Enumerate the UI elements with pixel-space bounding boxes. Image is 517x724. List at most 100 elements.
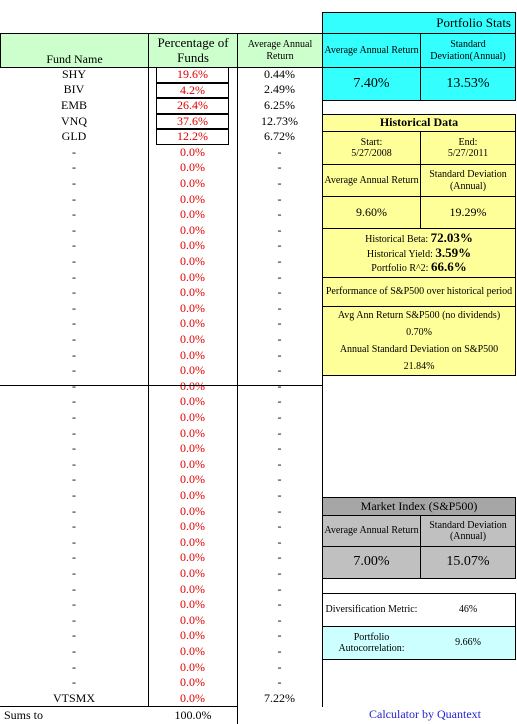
fund-name: -: [72, 519, 76, 534]
fund-percentage: 0.0%: [180, 597, 205, 612]
fund-name: -: [72, 394, 76, 409]
stats-header: Average Annual Return: [322, 33, 421, 68]
metric: Historical Yield: 3.59%: [367, 245, 471, 261]
autocorrelation-box: [322, 626, 516, 660]
fund-percentage: 0.0%: [180, 176, 205, 191]
fund-return: -: [277, 566, 282, 581]
fund-return: -: [277, 425, 282, 440]
fund-name: -: [72, 472, 76, 487]
fund-percentage: 37.6%: [156, 113, 229, 130]
fund-return: -: [277, 612, 282, 627]
end-cell: End: 5/27/2011: [420, 131, 516, 165]
sp-sd: 21.84%: [403, 360, 435, 372]
header-percentage: Percentage of Funds: [148, 33, 238, 68]
fund-percentage: 0.0%: [180, 363, 205, 378]
historical-title: Historical Data: [322, 114, 516, 132]
fund-return: -: [237, 379, 322, 395]
fund-name: -: [72, 316, 76, 331]
market-value: 15.07%: [420, 546, 516, 579]
metric-value: 72.03%: [430, 229, 473, 245]
fund-return: -: [277, 238, 282, 253]
fund-return: 2.49%: [264, 82, 295, 97]
header-fund: Fund Name: [0, 33, 149, 68]
fund-return: 6.25%: [264, 98, 295, 113]
fund-name: -: [72, 332, 76, 347]
historical-header: Standard Deviation (Annual): [420, 164, 516, 197]
fund-name: -: [72, 597, 76, 612]
end-date: 5/27/2011: [447, 148, 489, 159]
fund-percentage: 0.0%: [180, 566, 205, 581]
fund-name: EMB: [60, 98, 87, 113]
fund-percentage: 0.0%: [180, 550, 205, 565]
col-line: [237, 67, 238, 724]
fund-return: 6.72%: [264, 129, 295, 144]
fund-return: -: [277, 410, 282, 425]
fund-name: GLD: [61, 129, 87, 144]
fund-return: -: [277, 222, 282, 237]
fund-name: -: [72, 503, 76, 518]
fund-percentage: 0.0%: [180, 191, 205, 206]
col-line: [322, 67, 323, 707]
fund-percentage: 0.0%: [180, 207, 205, 222]
fund-name: -: [72, 285, 76, 300]
fund-name: -: [72, 254, 76, 269]
fund-name: -: [72, 222, 76, 237]
fund-return: -: [277, 456, 282, 471]
fund-percentage: 0.0%: [180, 488, 205, 503]
sp-sd-label: Annual Standard Deviation on S&P500: [339, 343, 499, 355]
market-header: Standard Deviation (Annual): [420, 515, 516, 547]
fund-return: 12.73%: [261, 113, 298, 128]
fund-return: -: [277, 550, 282, 565]
fund-name: -: [72, 238, 76, 253]
sums-value: 100.0%: [148, 706, 238, 724]
fund-name: -: [72, 347, 76, 362]
fund-percentage: 0.0%: [180, 456, 205, 471]
historical-header: Average Annual Return: [322, 164, 421, 197]
fund-percentage: 0.0%: [180, 285, 205, 300]
fund-name: -: [72, 144, 76, 159]
fund-percentage: 0.0%: [180, 254, 205, 269]
historical-value: 19.29%: [420, 196, 516, 229]
fund-return: -: [277, 581, 282, 596]
fund-return: -: [277, 160, 282, 175]
fund-return: -: [277, 534, 282, 549]
fund-percentage: 0.0%: [180, 503, 205, 518]
stats-header: Standard Deviation(Annual): [420, 33, 516, 68]
fund-name: -: [72, 612, 76, 627]
fund-name: -: [72, 300, 76, 315]
fund-name: -: [72, 441, 76, 456]
fund-percentage: 0.0%: [180, 581, 205, 596]
fund-name: -: [72, 534, 76, 549]
fund-percentage: 0.0%: [180, 690, 205, 705]
start-cell: Start: 5/27/2008: [322, 131, 421, 165]
fund-percentage: 0.0%: [180, 612, 205, 627]
fund-name: -: [72, 191, 76, 206]
col-line: [148, 67, 149, 707]
fund-return: -: [277, 472, 282, 487]
historical-value: 9.60%: [322, 196, 421, 229]
diversification-label: Diversification Metric:: [325, 604, 418, 616]
fund-percentage: 0.0%: [180, 441, 205, 456]
row-line: [0, 385, 323, 386]
metric-label: Historical Beta:: [365, 233, 429, 245]
fund-return: -: [277, 644, 282, 659]
fund-percentage: 12.2%: [156, 129, 229, 145]
fund-percentage: 0.0%: [180, 628, 205, 643]
fund-percentage: 0.0%: [180, 300, 205, 315]
diversification-value: 46%: [458, 604, 478, 616]
metrics: Historical Beta: 72.03% Historical Yield…: [322, 228, 516, 278]
fund-name: -: [72, 207, 76, 222]
fund-name: -: [72, 628, 76, 643]
fund-percentage: 0.0%: [148, 379, 237, 395]
sums-label: Sums to: [0, 706, 148, 724]
market-title: Market Index (S&P500): [322, 497, 516, 516]
fund-name: VTSMX: [52, 690, 95, 705]
fund-percentage: 0.0%: [180, 644, 205, 659]
fund-percentage: 0.0%: [180, 222, 205, 237]
fund-percentage: 0.0%: [180, 472, 205, 487]
fund-percentage: 19.6%: [156, 67, 229, 83]
fund-percentage: 0.0%: [180, 332, 205, 347]
fund-name: -: [72, 581, 76, 596]
fund-name: BIV: [63, 82, 85, 97]
